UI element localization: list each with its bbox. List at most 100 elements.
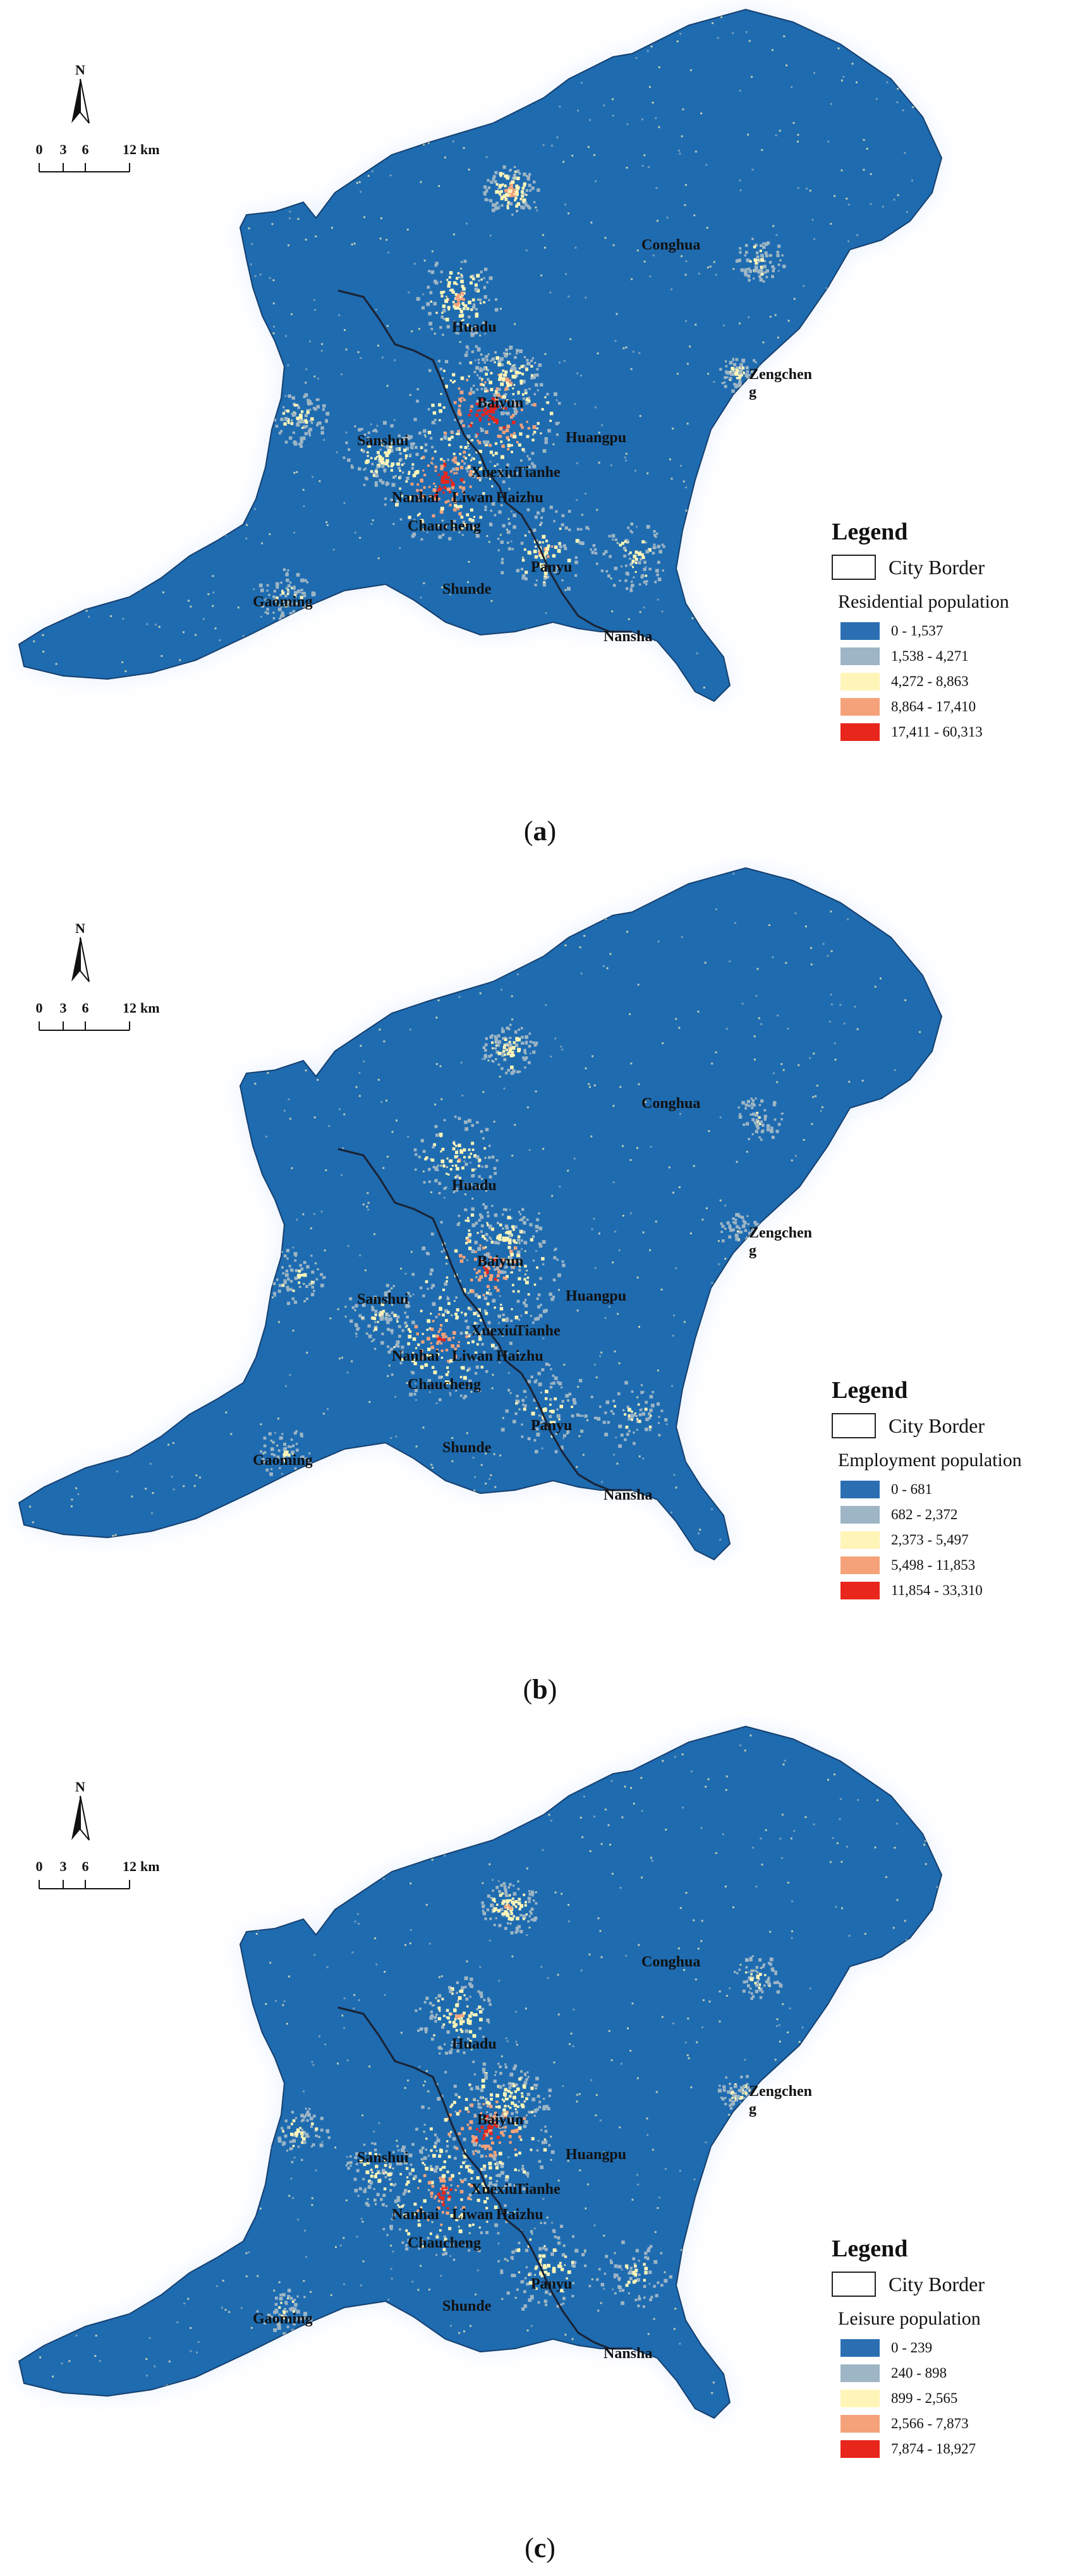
- legend-swatch: [840, 2440, 880, 2458]
- city-border-label: City Border: [889, 2272, 985, 2296]
- legend-swatch: [840, 647, 880, 665]
- legend-city-border: City Border: [832, 555, 1080, 580]
- north-arrow-icon: N: [71, 920, 90, 982]
- place-label: g: [749, 2101, 756, 2117]
- scale-tick-label: 3: [60, 1000, 67, 1016]
- place-label: Sanshui: [357, 1291, 409, 1308]
- place-label: Chaucheng: [408, 1376, 481, 1393]
- place-label: Huadu: [452, 1177, 497, 1194]
- place-label: Liwan: [452, 2206, 493, 2223]
- scale-tick-label: 3: [60, 1858, 67, 1874]
- scale-unit-label: km: [140, 141, 160, 157]
- scale-bar: 0 3 6 12 km: [36, 141, 160, 172]
- scale-unit-label: km: [140, 1858, 160, 1874]
- city-border-line: [337, 1148, 632, 1491]
- legend-class-label: 11,854 - 33,310: [891, 1582, 983, 1598]
- place-label: Baiyun: [477, 395, 523, 411]
- caption-letter: a: [533, 816, 547, 846]
- legend-class-row: 11,854 - 33,310: [840, 1581, 1080, 1600]
- place-label: Huangpu: [566, 1288, 626, 1304]
- place-label: Sanshui: [357, 433, 409, 449]
- north-arrow-icon: N: [71, 1779, 90, 1841]
- place-label: Zengchen: [749, 1225, 812, 1241]
- legend-swatch: [840, 622, 880, 640]
- north-arrow-icon: N: [71, 62, 90, 124]
- place-label: Huadu: [452, 2036, 497, 2052]
- legend-variable-title: Residential population: [838, 591, 1009, 612]
- legend-class-label: 8,864 - 17,410: [891, 699, 976, 714]
- legend-class-label: 0 - 239: [891, 2340, 933, 2356]
- legend-swatch: [840, 2364, 880, 2382]
- scale-tick-label: 12: [123, 141, 137, 157]
- legend-class-label: 2,373 - 5,497: [891, 1532, 969, 1548]
- place-label: Tianhe: [515, 2181, 561, 2198]
- legend-class-label: 240 - 898: [891, 2365, 947, 2381]
- legend: Legend City Border Residential populatio…: [828, 518, 1080, 748]
- legend-class-row: 17,411 - 60,313: [840, 723, 1080, 742]
- scale-bar: 0 3 6 12 km: [36, 1858, 160, 1889]
- north-label: N: [75, 62, 85, 78]
- place-label: Nanhai: [392, 2206, 439, 2223]
- legend-class-label: 899 - 2,565: [891, 2390, 958, 2406]
- legend-class-label: 0 - 1,537: [891, 623, 943, 639]
- legend-class-row: 1,538 - 4,271: [840, 647, 1080, 666]
- place-label: Shunde: [442, 1440, 492, 1456]
- city-border-swatch: [832, 1413, 876, 1438]
- caption-letter: c: [533, 2532, 547, 2563]
- legend-class-row: 899 - 2,565: [840, 2389, 1080, 2408]
- place-label: Liwan: [452, 490, 493, 506]
- legend-swatch: [840, 698, 880, 716]
- city-border-swatch: [832, 2272, 876, 2297]
- city-border-swatch: [832, 555, 876, 580]
- place-label: Tianhe: [515, 1323, 561, 1339]
- place-label: Huangpu: [566, 2146, 626, 2163]
- place-label: Zengchen: [749, 2083, 812, 2100]
- legend-class-row: 2,566 - 7,873: [840, 2414, 1080, 2433]
- place-label: Xuexiu: [471, 2181, 517, 2198]
- legend-class-label: 4,272 - 8,863: [891, 673, 969, 689]
- place-label: Tianhe: [515, 464, 561, 481]
- place-label: Chaucheng: [408, 2235, 481, 2251]
- map-panel-a: Conghua Huadu Zengchen g Baiyun Huangpu Sanshu…: [0, 0, 1080, 858]
- legend-class-row: 7,874 - 18,927: [840, 2440, 1080, 2459]
- place-label: Nansha: [604, 629, 652, 645]
- legend-swatch: [840, 2415, 880, 2433]
- legend-class-label: 17,411 - 60,313: [891, 724, 983, 740]
- scale-tick-label: 12: [123, 1000, 137, 1016]
- legend-variable-title: Employment population: [838, 1450, 1022, 1471]
- scale-unit-label: km: [140, 1000, 160, 1016]
- place-label: g: [749, 1243, 756, 1259]
- legend-swatch: [840, 1556, 880, 1574]
- legend-class-row: 682 - 2,372: [840, 1505, 1080, 1524]
- place-label: Baiyun: [477, 1253, 523, 1270]
- place-label: Nanhai: [392, 1348, 439, 1364]
- place-label: Huangpu: [566, 430, 626, 446]
- legend-class-label: 2,566 - 7,873: [891, 2416, 969, 2431]
- place-label: Nansha: [604, 1487, 652, 1503]
- place-label: Conghua: [641, 1095, 700, 1112]
- legend-swatch: [840, 1481, 880, 1498]
- place-label: Shunde: [442, 2298, 492, 2314]
- scale-tick-label: 6: [82, 141, 89, 157]
- scale-tick-label: 3: [60, 141, 67, 157]
- map-panel-b: Conghua Huadu Zengchen g Baiyun Huangpu Sanshu…: [0, 858, 1080, 1717]
- north-label: N: [75, 1779, 85, 1795]
- map-panel-c: Conghua Huadu Zengchen g Baiyun Huangpu Sanshu…: [0, 1717, 1080, 2575]
- scale-tick-label: 0: [36, 141, 43, 157]
- legend-swatch: [840, 1506, 880, 1524]
- legend-class-label: 7,874 - 18,927: [891, 2441, 976, 2457]
- place-label: Liwan: [452, 1348, 493, 1364]
- place-label: Panyu: [531, 2276, 572, 2292]
- panel-caption: (b): [523, 1674, 557, 1705]
- place-label: Baiyun: [477, 2112, 523, 2128]
- place-label: Xuexiu: [471, 464, 517, 481]
- legend-swatch: [840, 1531, 880, 1549]
- legend-title: Legend: [832, 2236, 908, 2262]
- scale-tick-label: 12: [123, 1858, 137, 1874]
- city-border-label: City Border: [889, 1414, 985, 1437]
- legend: Legend City Border Leisure population 0 …: [828, 2235, 1080, 2465]
- place-label: Xuexiu: [471, 1323, 517, 1339]
- place-label: Nanhai: [392, 490, 439, 506]
- legend-class-label: 1,538 - 4,271: [891, 648, 969, 664]
